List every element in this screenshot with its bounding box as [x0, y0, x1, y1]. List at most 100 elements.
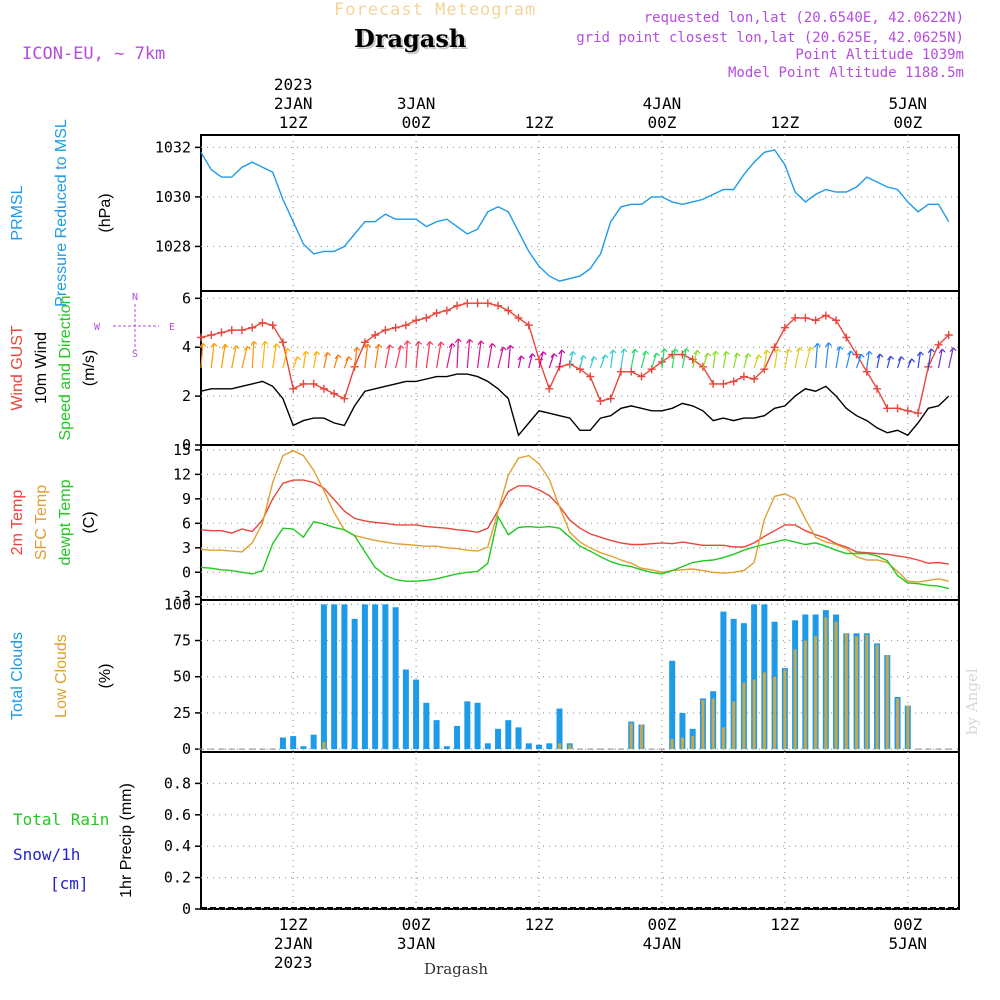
total-cloud-bar — [361, 604, 368, 750]
wind-direction-arrow — [589, 356, 595, 369]
total-cloud-bar — [751, 604, 758, 750]
gust-marker — [739, 372, 748, 381]
wind-direction-arrow — [579, 355, 584, 369]
y-axis-label: (m/s) — [81, 350, 98, 386]
wind-arrow-head — [642, 350, 650, 356]
y-axis-label: Low Clouds — [53, 634, 70, 718]
panel-precip — [195, 751, 960, 910]
wind-arrow-head — [243, 345, 251, 351]
wind-direction-arrow — [835, 346, 841, 369]
total-cloud-bar — [423, 702, 430, 750]
wind-arrow-head — [488, 343, 496, 348]
gust-marker — [780, 323, 789, 332]
wind-direction-arrow — [374, 344, 380, 369]
y-tick-label: 6 — [182, 289, 191, 307]
wind-arrow-head — [353, 346, 361, 352]
wind-direction-arrow — [517, 355, 522, 369]
wind-direction-arrow — [251, 341, 255, 369]
panel-pressure — [195, 134, 960, 292]
wind-direction-arrow — [487, 343, 493, 369]
low-cloud-bar — [322, 741, 326, 750]
low-cloud-bar — [793, 649, 797, 750]
wind-direction-arrow — [569, 351, 574, 369]
wind-direction-arrow — [610, 349, 614, 369]
total-cloud-bar — [515, 727, 522, 750]
wind-direction-arrow — [733, 352, 738, 369]
grid-point-coordinates: grid point closest lon,lat (20.625E, 42.… — [576, 30, 964, 46]
wind-direction-arrow — [528, 353, 533, 369]
gust-marker — [893, 404, 902, 413]
location-title: Dragash — [354, 24, 467, 53]
wind-arrow-head — [397, 345, 405, 350]
wind-direction-arrow — [405, 340, 409, 369]
gust-marker — [914, 409, 923, 418]
y-tick-label: 12 — [173, 465, 191, 483]
gust-marker — [453, 301, 462, 310]
gust-marker — [207, 331, 216, 339]
series-line-gust — [200, 302, 950, 415]
y-tick-label: 75 — [173, 632, 191, 650]
wind-arrow-head — [364, 343, 372, 349]
wind-arrow-head — [712, 350, 719, 356]
gust-marker — [873, 384, 882, 393]
wind-direction-arrow — [845, 350, 852, 369]
wind-direction-arrow — [538, 351, 544, 369]
wind-direction-arrow — [702, 352, 709, 369]
top-time-label: 12Z — [770, 113, 799, 132]
gust-marker — [944, 331, 953, 339]
low-cloud-bar — [680, 737, 684, 750]
series-line-temp — [200, 479, 949, 565]
gust-marker — [309, 379, 318, 388]
y-axis-label: 1hr Precip (mm) — [118, 783, 135, 898]
compass-s: S — [132, 349, 138, 360]
top-time-label: 12Z — [525, 113, 554, 132]
wind-direction-arrow — [558, 349, 563, 369]
series-line-pressure — [200, 149, 950, 282]
wind-direction-arrow — [272, 343, 277, 369]
bottom-time-label: 2JAN — [274, 934, 313, 953]
gust-marker — [791, 313, 800, 322]
wind-arrow-head — [609, 349, 617, 355]
wind-arrow-head — [199, 342, 207, 348]
wind-direction-arrow — [692, 350, 698, 369]
low-cloud-bar — [803, 640, 807, 750]
gust-marker — [586, 372, 595, 381]
wind-arrow-head — [653, 352, 660, 358]
gust-marker — [729, 377, 738, 386]
panel-clouds — [195, 599, 960, 753]
low-cloud-bar — [834, 621, 838, 750]
low-cloud-bar — [773, 676, 777, 750]
total-cloud-bar — [443, 746, 450, 750]
gust-marker — [217, 328, 226, 337]
wind-arrow-head — [704, 352, 712, 358]
y-tick-label: 25 — [173, 704, 191, 722]
total-cloud-bar — [290, 736, 297, 750]
wind-arrow-head — [660, 348, 668, 354]
low-cloud-bar — [711, 698, 715, 750]
y-axis-label: 2m Temp — [9, 490, 26, 556]
low-cloud-bar — [896, 698, 900, 750]
low-cloud-bar — [783, 669, 787, 750]
low-cloud-bar — [639, 724, 643, 750]
panel-wind — [113, 290, 960, 446]
wind-arrow-head — [733, 352, 741, 358]
panel-temperature — [195, 444, 960, 601]
wind-direction-arrow — [763, 349, 768, 369]
gust-marker — [637, 372, 646, 381]
y-tick-label: 1030 — [155, 188, 191, 206]
wind-direction-arrow — [210, 343, 215, 369]
wind-direction-arrow — [651, 352, 658, 369]
wind-arrow-head — [477, 340, 485, 346]
wind-direction-arrow — [200, 343, 204, 369]
bottom-time-label: 00Z — [402, 915, 431, 934]
top-time-label: 5JAN — [889, 94, 928, 113]
wind-direction-arrow — [231, 345, 237, 369]
wind-arrow-head — [693, 349, 701, 355]
wind-direction-arrow — [937, 349, 943, 369]
total-cloud-bar — [720, 611, 727, 750]
gust-marker — [319, 384, 328, 393]
gust-marker — [278, 338, 287, 347]
compass-e: E — [169, 322, 175, 333]
gust-marker — [473, 299, 482, 308]
wind-direction-arrow — [794, 347, 801, 369]
